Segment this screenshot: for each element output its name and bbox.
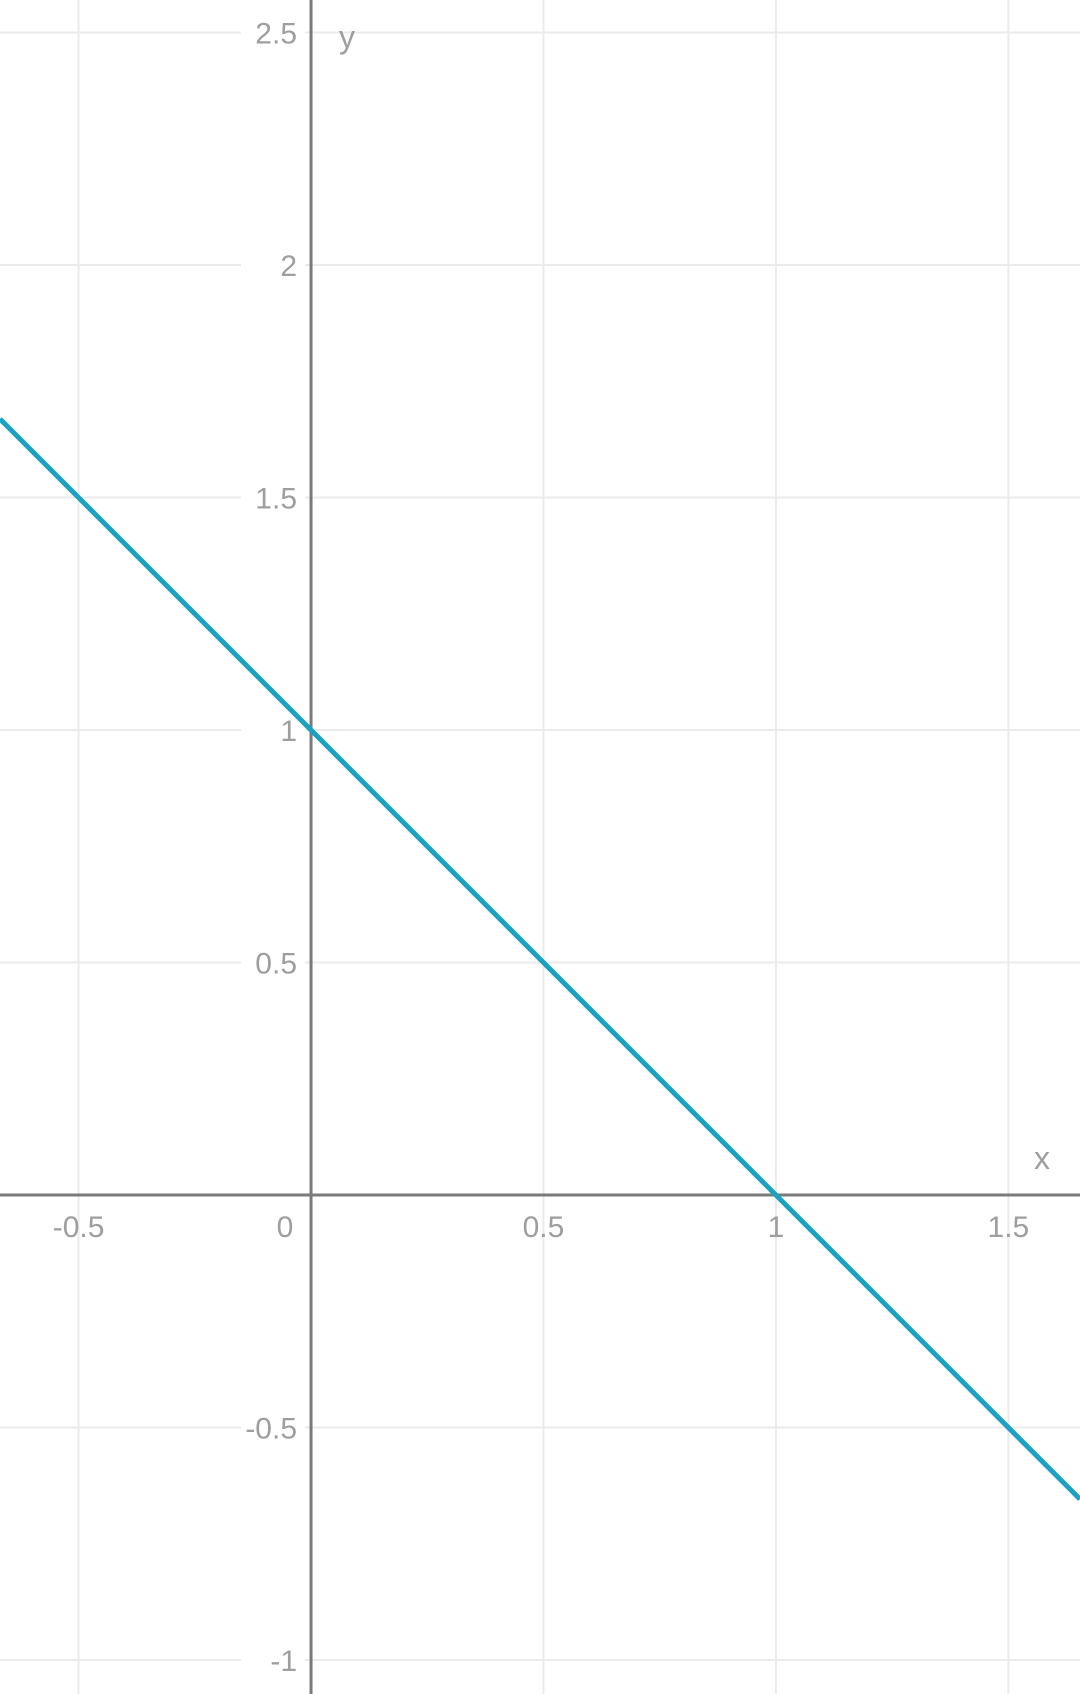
series-line — [0, 417, 1080, 1501]
y-tick-label: -1 — [270, 1645, 297, 1678]
y-tick-label: 1 — [280, 715, 297, 748]
y-tick-label: 1.5 — [255, 483, 297, 516]
x-tick-label: -0.5 — [53, 1211, 105, 1244]
y-tick-label-background — [241, 479, 306, 516]
x-tick-label: 1 — [768, 1211, 785, 1244]
x-tick-label: 0.5 — [523, 1211, 565, 1244]
y-tick-label-background — [241, 247, 306, 284]
y-tick-label: 2 — [280, 250, 297, 283]
y-tick-label-background — [241, 944, 306, 981]
y-tick-label-background — [241, 14, 306, 51]
y-tick-label-background — [241, 1642, 306, 1679]
x-axis-label: x — [1034, 1140, 1050, 1176]
y-tick-label-background — [241, 712, 306, 749]
x-tick-label: 1.5 — [988, 1211, 1030, 1244]
y-tick-label: 0.5 — [255, 948, 297, 981]
y-tick-label-background — [241, 1409, 306, 1446]
y-tick-label: -0.5 — [245, 1413, 297, 1446]
y-tick-label: 2.5 — [255, 18, 297, 51]
x-tick-label: 0 — [277, 1211, 294, 1244]
y-axis-label: y — [339, 19, 355, 55]
